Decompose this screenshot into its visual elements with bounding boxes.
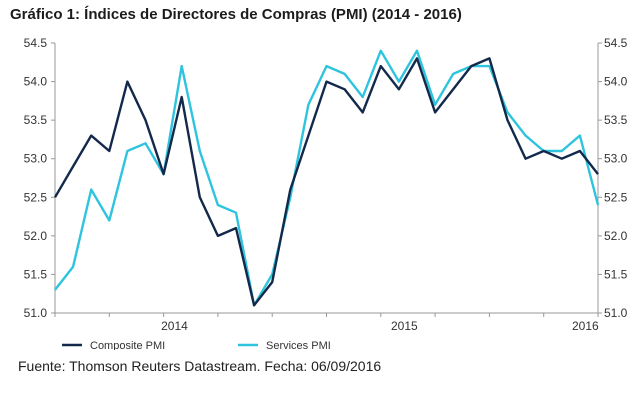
- left-y-axis-ticks: 54.5 54.0 53.5 53.0 52.5 52.0 51.5 51.0: [24, 36, 55, 320]
- y-tick-label-right: 53.5: [604, 113, 628, 127]
- chart-legend: Composite PMI Services PMI: [62, 340, 331, 350]
- right-y-axis-ticks: 54.5 54.0 53.5 53.0 52.5 52.0 51.5 51.0: [598, 36, 628, 320]
- y-tick-label-left: 52.0: [24, 229, 48, 243]
- y-tick-label-left: 52.5: [24, 190, 48, 204]
- y-tick-label-right: 53.0: [604, 152, 628, 166]
- composite-pmi-line: [53, 57, 599, 307]
- series-lines: [53, 49, 600, 307]
- y-tick-label-right: 54.5: [604, 36, 628, 50]
- x-tick-label: 2016: [572, 319, 599, 333]
- y-tick-label-left: 51.5: [24, 267, 48, 281]
- y-tick-label-right: 51.5: [604, 267, 628, 281]
- legend-label-composite: Composite PMI: [90, 340, 165, 350]
- y-tick-label-right: 52.5: [604, 190, 628, 204]
- y-tick-label-right: 51.0: [604, 306, 628, 320]
- y-tick-label-left: 53.5: [24, 113, 48, 127]
- chart-title: Gráfico 1: Índices de Directores de Comp…: [10, 6, 462, 23]
- y-tick-label-left: 53.0: [24, 152, 48, 166]
- y-tick-label-right: 54.0: [604, 75, 628, 89]
- x-tick-label: 2014: [161, 319, 188, 333]
- y-tick-label-left: 51.0: [24, 306, 48, 320]
- y-tick-label-left: 54.0: [24, 75, 48, 89]
- source-note: Fuente: Thomson Reuters Datastream. Fech…: [18, 358, 382, 374]
- services-pmi-line: [54, 49, 600, 307]
- y-tick-label-left: 54.5: [24, 36, 48, 50]
- y-tick-label-right: 52.0: [604, 229, 628, 243]
- x-axis-labels: 2014 2015 2016: [54, 313, 599, 333]
- x-tick-label: 2015: [391, 319, 418, 333]
- pmi-line-chart: 54.554.053.553.052.552.051.551.0 54.554.…: [24, 36, 628, 350]
- legend-label-services: Services PMI: [266, 340, 331, 350]
